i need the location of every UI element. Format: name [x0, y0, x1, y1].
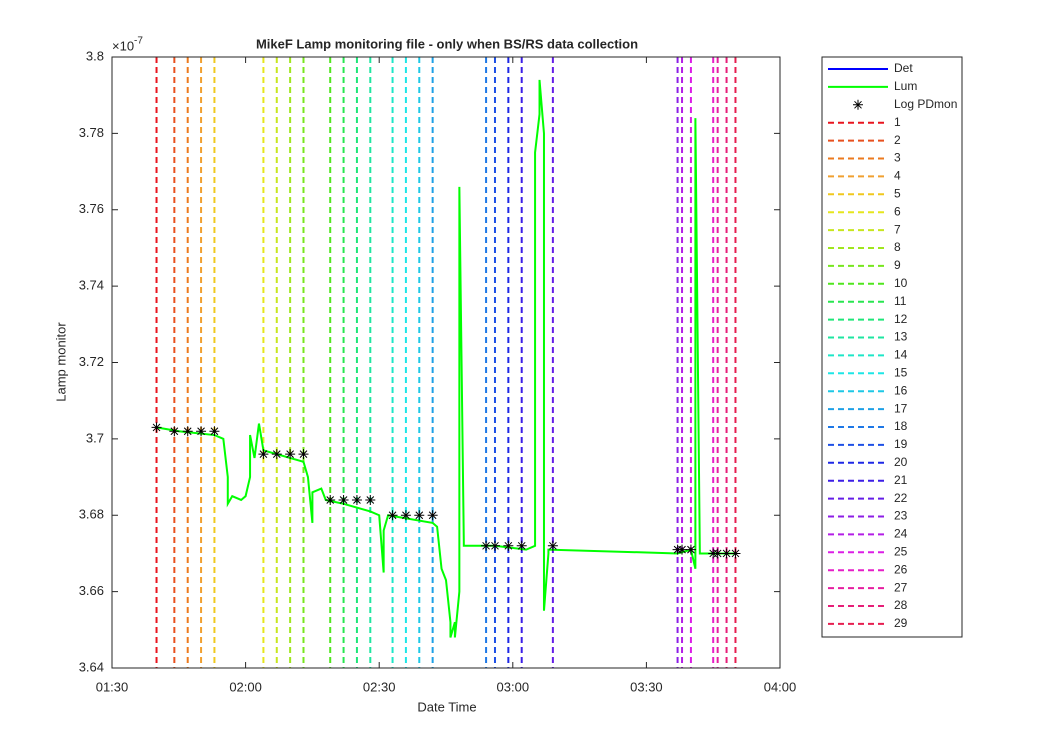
legend-label: 15 — [894, 365, 908, 379]
legend-label: 25 — [894, 544, 908, 558]
legend-label: 16 — [894, 383, 908, 397]
legend-box — [821, 56, 963, 638]
marker — [685, 544, 696, 555]
marker — [298, 449, 309, 460]
marker — [400, 510, 411, 521]
legend-label: 8 — [894, 240, 901, 254]
legend-label: 14 — [894, 348, 908, 362]
legend-label: 24 — [894, 527, 908, 541]
legend-label: 22 — [894, 491, 908, 505]
legend-label: 27 — [894, 580, 908, 594]
legend-label: 19 — [894, 437, 908, 451]
y-tick-label: 3.7 — [86, 430, 104, 445]
y-tick-label: 3.68 — [79, 507, 104, 522]
marker — [325, 494, 336, 505]
marker — [489, 540, 500, 551]
legend-label: 26 — [894, 562, 908, 576]
marker — [730, 548, 741, 559]
x-tick-label: 02:30 — [363, 679, 396, 694]
legend-label: 11 — [894, 294, 907, 308]
y-tick-label: 3.64 — [79, 659, 104, 674]
y-tick-label: 3.74 — [79, 278, 104, 293]
x-tick-label: 03:00 — [497, 679, 530, 694]
data-line — [156, 79, 736, 638]
x-tick-label: 03:30 — [630, 679, 663, 694]
marker — [516, 540, 527, 551]
marker — [196, 426, 207, 437]
marker — [547, 540, 558, 551]
marker — [285, 449, 296, 460]
marker — [169, 426, 180, 437]
y-tick-label: 3.78 — [79, 125, 104, 140]
legend-label: 23 — [894, 509, 908, 523]
legend-label: 2 — [894, 133, 901, 147]
legend-label: 18 — [894, 419, 908, 433]
legend-label: 20 — [894, 455, 908, 469]
marker — [427, 510, 438, 521]
legend-label: 29 — [894, 616, 908, 630]
marker — [503, 540, 514, 551]
x-tick-label: 01:30 — [96, 679, 129, 694]
marker — [712, 548, 723, 559]
marker — [721, 548, 732, 559]
y-scale-base: ×10 — [112, 38, 134, 53]
legend-label: Log PDmon — [894, 97, 957, 111]
marker — [387, 510, 398, 521]
marker — [258, 449, 269, 460]
chart-title: MikeF Lamp monitoring file - only when B… — [256, 36, 638, 51]
legend-label: 6 — [894, 204, 901, 218]
plot — [151, 57, 741, 668]
y-tick-label: 3.66 — [79, 583, 104, 598]
marker — [338, 494, 349, 505]
marker — [365, 494, 376, 505]
x-tick-label: 04:00 — [764, 679, 797, 694]
legend-label: 3 — [894, 151, 901, 165]
marker — [271, 449, 282, 460]
plot-area — [112, 57, 780, 668]
marker — [209, 426, 220, 437]
legend-label: 28 — [894, 598, 908, 612]
legend-label: 21 — [894, 473, 908, 487]
legend-label: 13 — [894, 330, 908, 344]
legend-label: 9 — [894, 258, 901, 272]
legend-label: 7 — [894, 222, 901, 236]
marker — [481, 540, 492, 551]
marker — [151, 422, 162, 433]
y-scale-exponent: -7 — [134, 36, 143, 47]
marker — [182, 426, 193, 437]
y-tick-label: 3.8 — [86, 48, 104, 63]
legend-label: 1 — [894, 115, 901, 129]
x-axis-label: Date Time — [417, 699, 476, 714]
marker — [351, 494, 362, 505]
legend-label: 5 — [894, 186, 901, 200]
legend-label: Lum — [894, 79, 917, 93]
legend-label: 4 — [894, 169, 901, 183]
y-tick-label: 3.76 — [79, 201, 104, 216]
y-axis-label: Lamp monitor — [53, 322, 68, 402]
marker — [414, 510, 425, 521]
legend-label: 17 — [894, 401, 908, 415]
legend-label: 12 — [894, 312, 908, 326]
legend-marker — [853, 99, 863, 110]
legend-label: 10 — [894, 276, 908, 290]
x-tick-label: 02:00 — [229, 679, 262, 694]
marker — [677, 544, 688, 555]
legend-label: Det — [894, 61, 913, 75]
y-tick-label: 3.72 — [79, 354, 104, 369]
